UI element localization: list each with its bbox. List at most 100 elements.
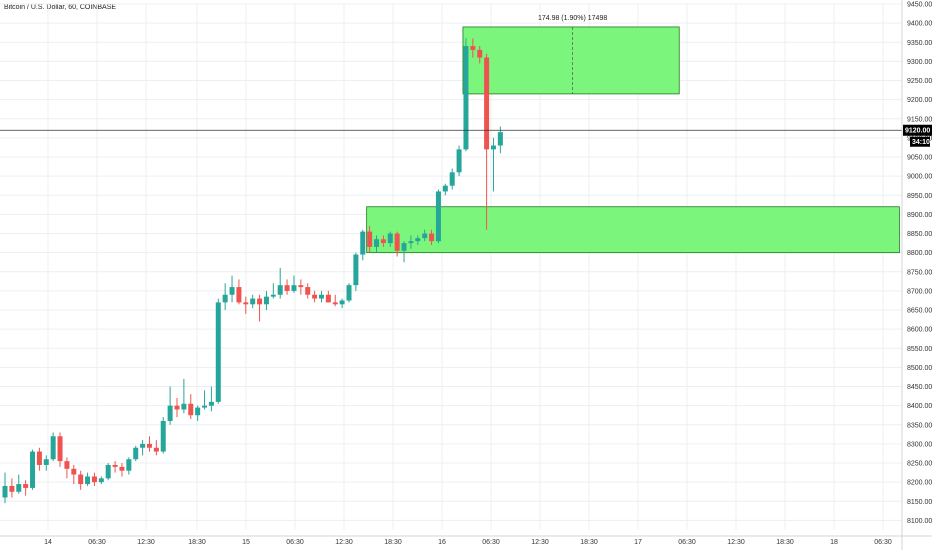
x-tick-label: 12:30 <box>531 539 549 546</box>
candle-body <box>2 486 8 498</box>
x-tick-label: 18:30 <box>384 539 402 546</box>
y-tick-label: 8700.00 <box>907 288 932 295</box>
candle-body <box>98 478 104 483</box>
candle-body <box>284 285 290 291</box>
candle-body <box>160 420 166 452</box>
candle-body <box>484 57 490 150</box>
price-tag-value: 9120.00 <box>905 128 930 135</box>
y-tick-label: 9300.00 <box>907 59 932 66</box>
demand-zone <box>462 26 680 95</box>
candle-body <box>312 294 318 299</box>
demand-zone <box>366 206 900 254</box>
chart-title: Bitcoin / U.S. Dollar, 60, COINBASE <box>4 4 117 11</box>
candle-body <box>422 233 428 239</box>
candle-body <box>305 287 311 295</box>
y-tick-label: 8900.00 <box>907 212 932 219</box>
y-tick-label: 9000.00 <box>907 174 932 181</box>
x-tick-label: 18:30 <box>580 539 598 546</box>
y-tick-label: 8200.00 <box>907 480 932 487</box>
candle-body <box>195 407 201 416</box>
candle-body <box>43 459 49 465</box>
candle-body <box>477 49 483 58</box>
candle-body <box>36 451 42 465</box>
candle-body <box>298 285 304 288</box>
candle-body <box>112 464 118 467</box>
price-tag: 9120.00 34:10 <box>903 124 932 147</box>
candle-body <box>188 403 194 416</box>
y-tick-label: 8600.00 <box>907 327 932 334</box>
candle-body <box>174 405 180 410</box>
candle-body <box>236 287 242 303</box>
x-tick-label: 06:30 <box>482 539 500 546</box>
candle-body <box>105 464 111 479</box>
candle-body <box>222 294 228 303</box>
candle-body <box>387 233 393 244</box>
x-tick-label: 17 <box>634 539 642 546</box>
candle-body <box>490 145 496 150</box>
candle-body <box>146 443 152 448</box>
y-tick-label: 8150.00 <box>907 499 932 506</box>
candle-body <box>332 302 338 305</box>
candle-body <box>408 241 414 244</box>
y-tick-label: 8650.00 <box>907 308 932 315</box>
candle-body <box>30 451 36 488</box>
candle-body <box>243 302 249 305</box>
x-tick-label: 18:30 <box>776 539 794 546</box>
candle-body <box>181 403 187 410</box>
x-tick-label: 12:30 <box>335 539 353 546</box>
candle-body <box>367 231 373 247</box>
candle-body <box>126 459 132 471</box>
candle-body <box>133 447 139 460</box>
x-tick-label: 12:30 <box>727 539 745 546</box>
y-tick-label: 9050.00 <box>907 155 932 162</box>
x-tick-label: 12:30 <box>137 539 155 546</box>
candle-body <box>57 436 63 462</box>
y-tick-label: 8850.00 <box>907 231 932 238</box>
candle-body <box>85 476 91 485</box>
candle-body <box>229 287 235 295</box>
candle-body <box>119 466 125 471</box>
candle-body <box>250 298 256 305</box>
y-tick-label: 9150.00 <box>907 116 932 123</box>
candle-body <box>394 233 400 251</box>
x-tick-label: 06:30 <box>678 539 696 546</box>
candle-body <box>346 285 352 301</box>
candle-body <box>153 447 159 452</box>
candle-body <box>353 254 359 286</box>
candle-body <box>215 302 221 402</box>
x-axis: 14 06:30 12:30 18:30 15 06:30 12:30 18:30 16 06:3… <box>0 535 932 546</box>
candle-body <box>339 300 345 305</box>
grid <box>0 3 902 530</box>
x-tick-label: 16 <box>438 539 446 546</box>
candle-body <box>23 484 29 488</box>
y-tick-label: 8550.00 <box>907 346 932 353</box>
x-tick-label: 18 <box>830 539 838 546</box>
x-tick-label: 15 <box>242 539 250 546</box>
candle-body <box>318 294 324 299</box>
candle-body <box>270 294 276 297</box>
y-tick-label: 8300.00 <box>907 441 932 448</box>
y-tick-label: 9350.00 <box>907 40 932 47</box>
candle-body <box>71 468 77 475</box>
candle-body <box>9 486 15 492</box>
y-tick-label: 9200.00 <box>907 97 932 104</box>
y-tick-label: 8400.00 <box>907 403 932 410</box>
candle-body <box>325 294 331 303</box>
y-tick-label: 8500.00 <box>907 365 932 372</box>
measure-annotation: 174.98 (1.90%) 17498 <box>538 15 607 94</box>
zones <box>366 26 900 254</box>
candle-body <box>140 443 146 448</box>
candle-body <box>50 436 56 460</box>
y-tick-label: 8800.00 <box>907 250 932 257</box>
candle-body <box>167 405 173 421</box>
candle-body <box>401 243 407 251</box>
candle-body <box>16 484 22 492</box>
candle-body <box>257 298 263 305</box>
measure-label: 174.98 (1.90%) 17498 <box>538 15 607 22</box>
candle-body <box>463 46 469 150</box>
y-axis: 8100.00 8150.00 8200.00 8250.00 8300.00 8350.… <box>901 0 932 550</box>
candle-body <box>360 231 366 255</box>
candle-body <box>429 233 435 242</box>
candle-body <box>470 46 476 50</box>
